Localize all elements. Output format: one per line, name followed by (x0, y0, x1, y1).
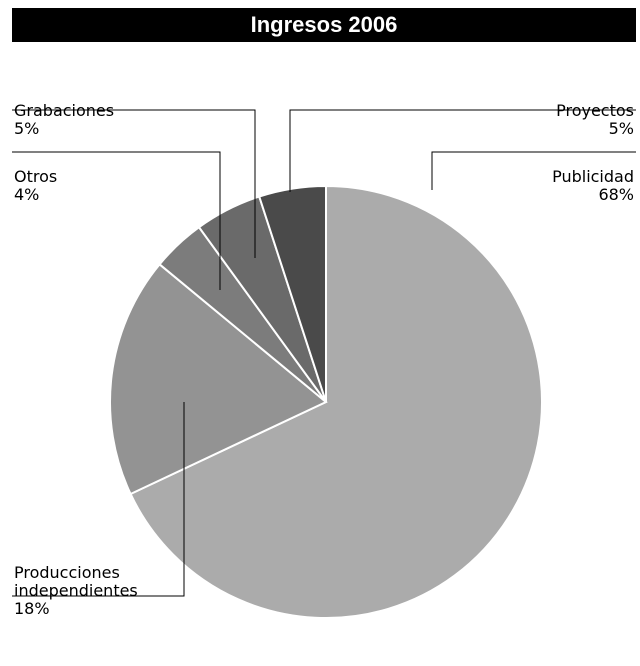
slice-value-label: 4% (14, 185, 39, 204)
slice-value-label: 18% (14, 599, 50, 618)
slice-name-label: Grabaciones (14, 101, 114, 120)
chart-title: Ingresos 2006 (250, 12, 398, 37)
pie-slice-publicidad (129, 184, 543, 619)
slice-labels: Publicidad 68% Producciones independientes 1… (14, 101, 634, 618)
slice-name-label: Publicidad (552, 167, 634, 186)
slice-value-label: 68% (598, 185, 634, 204)
leader-line (431, 151, 636, 190)
slice-label: Publicidad 68% (552, 167, 634, 204)
chart-title-bar: Ingresos 2006 (12, 8, 636, 42)
slice-name-label: Otros (14, 167, 57, 186)
slice-value-label: 5% (609, 119, 634, 138)
slice-label: Producciones independientes 18% (14, 563, 138, 618)
pie-slices (109, 184, 543, 619)
slice-value-label: 5% (14, 119, 39, 138)
slice-label: Grabaciones 5% (14, 101, 114, 138)
leader-line (289, 109, 636, 192)
slice-name-label: Producciones (14, 563, 120, 582)
slice-label: Proyectos 5% (556, 101, 634, 138)
slice-name-label: Proyectos (556, 101, 634, 120)
slice-name-label: independientes (14, 581, 138, 600)
leader-line (12, 109, 256, 258)
pie-slice-producciones-independientes (109, 262, 328, 496)
leader-line (12, 151, 221, 290)
leader-lines (12, 109, 636, 597)
slice-label: Otros 4% (14, 167, 57, 204)
leader-line (12, 402, 185, 597)
pie-slice-proyectos (257, 184, 327, 403)
